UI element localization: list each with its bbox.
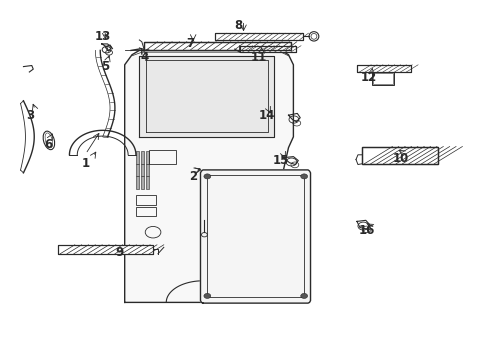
Bar — [356, 65, 410, 72]
Bar — [149, 150, 176, 164]
Circle shape — [203, 174, 210, 179]
Bar — [215, 33, 303, 40]
Polygon shape — [124, 50, 293, 302]
Bar — [361, 147, 437, 164]
Text: 7: 7 — [186, 37, 194, 50]
Bar — [136, 207, 155, 216]
Text: 1: 1 — [81, 157, 89, 170]
Bar — [136, 195, 155, 205]
Bar — [144, 42, 290, 50]
Bar — [372, 73, 392, 84]
Bar — [136, 176, 139, 189]
Bar — [356, 65, 410, 72]
Circle shape — [300, 174, 307, 179]
Circle shape — [203, 293, 210, 298]
Text: 5: 5 — [101, 60, 109, 73]
Text: 4: 4 — [140, 51, 148, 64]
Text: 12: 12 — [360, 71, 377, 84]
Text: 15: 15 — [272, 154, 289, 167]
Text: 8: 8 — [234, 19, 242, 32]
Text: 11: 11 — [250, 51, 267, 64]
Bar — [141, 151, 143, 164]
Polygon shape — [20, 101, 34, 173]
Bar — [145, 176, 148, 189]
Bar — [239, 46, 295, 52]
Bar — [141, 164, 143, 176]
Ellipse shape — [43, 131, 55, 150]
Bar — [58, 245, 153, 254]
Bar — [136, 151, 139, 164]
Text: 9: 9 — [116, 246, 123, 258]
Bar — [58, 245, 153, 254]
Text: 16: 16 — [358, 224, 374, 237]
Text: 3: 3 — [26, 109, 34, 122]
Bar — [371, 72, 393, 85]
Text: 6: 6 — [44, 138, 52, 150]
Text: 2: 2 — [189, 170, 197, 183]
Polygon shape — [139, 56, 273, 137]
Bar — [136, 164, 139, 176]
Text: 14: 14 — [258, 109, 274, 122]
Bar — [144, 42, 290, 50]
Bar — [361, 147, 437, 164]
Bar — [141, 176, 143, 189]
Bar — [145, 151, 148, 164]
Polygon shape — [200, 170, 310, 303]
Bar — [239, 46, 295, 52]
Text: 13: 13 — [94, 30, 111, 42]
Bar — [145, 164, 148, 176]
Text: 10: 10 — [392, 152, 408, 165]
Circle shape — [300, 293, 307, 298]
Bar — [215, 33, 303, 40]
